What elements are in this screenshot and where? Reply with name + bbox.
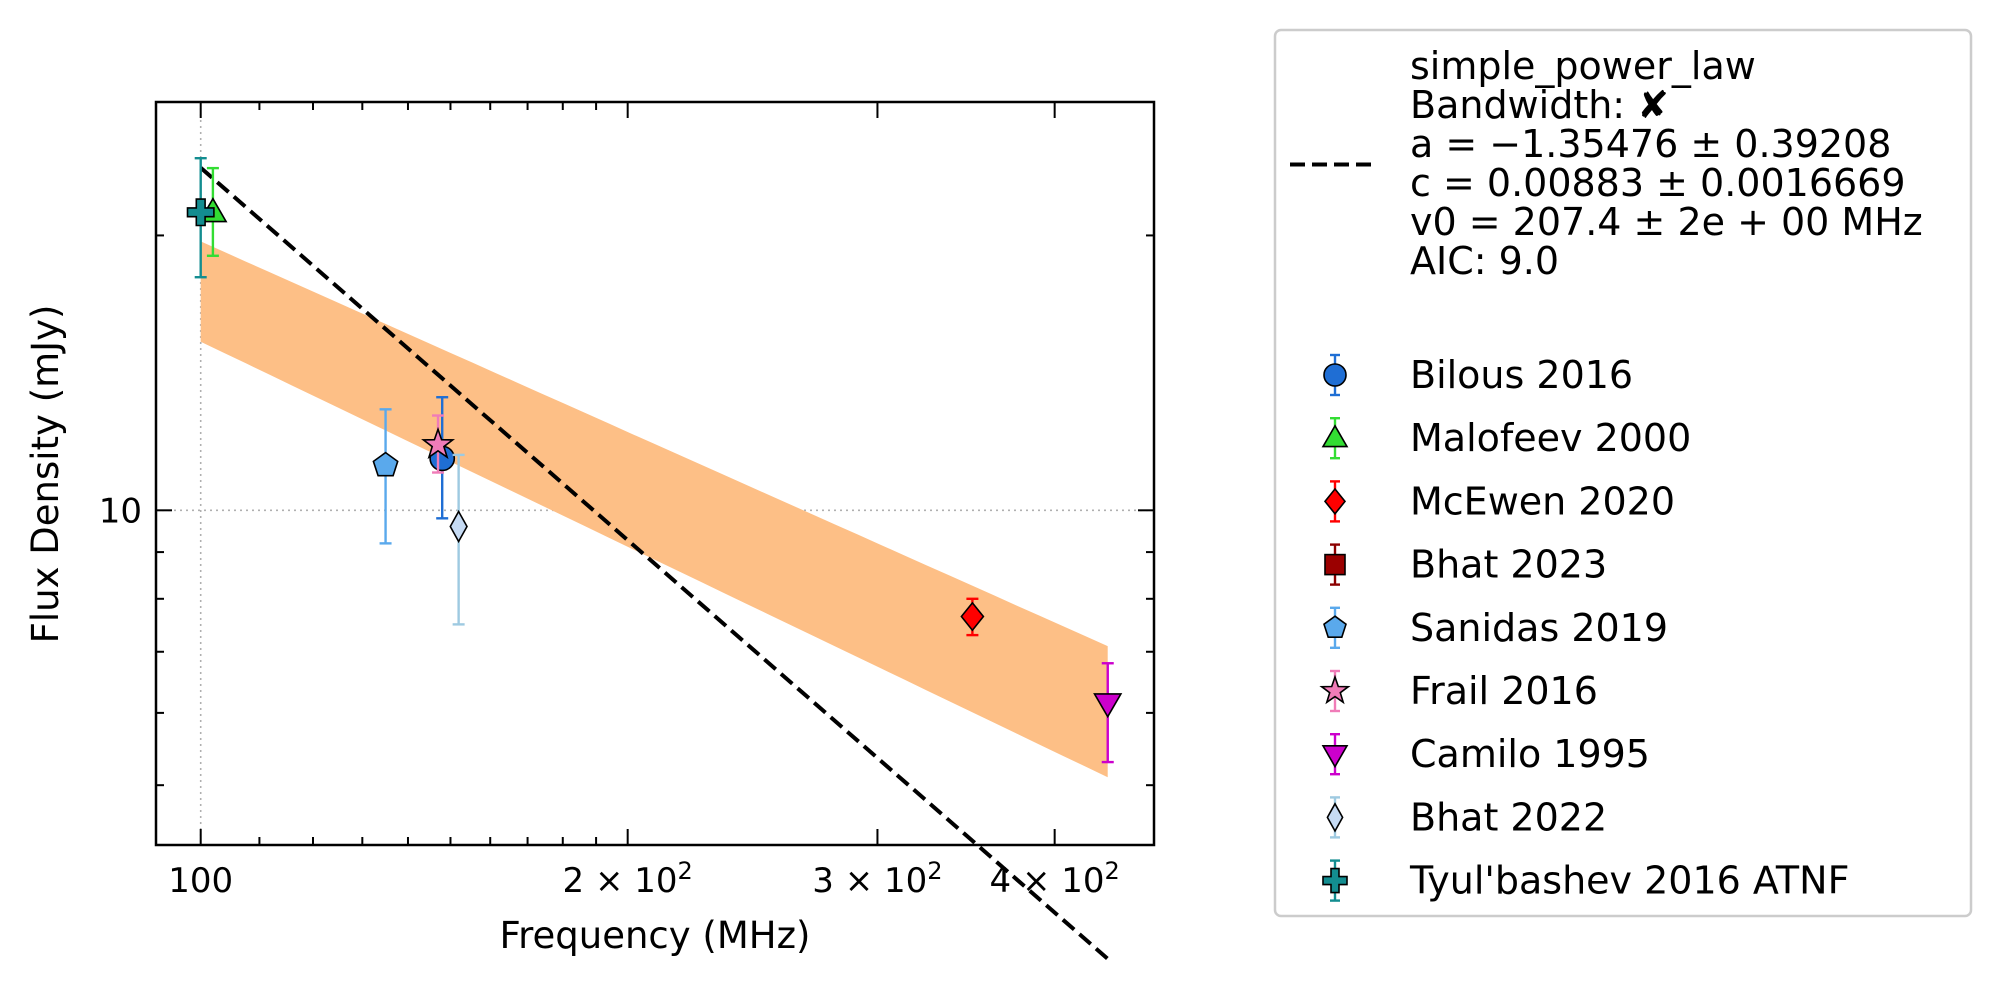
legend-entry-tyul-bashev-2016-atnf: Tyul'bashev 2016 ATNF xyxy=(1322,859,1849,903)
legend-marker-mcewen-2020 xyxy=(1323,487,1347,516)
x-axis-title: Frequency (MHz) xyxy=(500,914,811,957)
marker-mcewen-2020 xyxy=(960,601,985,632)
marker-tyul-bashev-2016-atnf xyxy=(186,198,215,227)
point-mcewen-2020 xyxy=(960,597,985,637)
legend-marker-malofeev-2000 xyxy=(1321,424,1349,448)
legend-marker-camilo-1995 xyxy=(1321,744,1349,769)
x-tick-label: 2 × 102 xyxy=(563,857,693,901)
data-points xyxy=(186,157,1123,764)
legend-marker-tyul-bashev-2016-atnf xyxy=(1322,867,1348,894)
legend-entry-frail-2016: Frail 2016 xyxy=(1319,669,1598,713)
point-camilo-1995 xyxy=(1093,662,1123,764)
point-frail-2016 xyxy=(421,414,456,474)
fit-band-area xyxy=(200,241,1108,778)
legend-marker-sanidas-2019 xyxy=(1323,615,1347,639)
marker-sanidas-2019 xyxy=(372,451,399,477)
point-tyul-bashev-2016-atnf xyxy=(186,157,215,279)
legend-marker-frail-2016 xyxy=(1319,674,1351,705)
legend-label-mcewen-2020: McEwen 2020 xyxy=(1410,479,1675,523)
legend-label-bhat-2022: Bhat 2022 xyxy=(1410,795,1607,839)
marker-bhat-2022 xyxy=(449,509,468,544)
fit-line-path xyxy=(199,166,1110,961)
x-tick-label: 3 × 102 xyxy=(812,857,942,901)
legend-marker-bhat-2022 xyxy=(1326,802,1344,833)
plot-frame xyxy=(154,100,1156,847)
legend-entry-mcewen-2020: McEwen 2020 xyxy=(1323,479,1675,523)
legend-fit-line: simple_power_law xyxy=(1410,44,1756,88)
fit-line xyxy=(199,166,1110,961)
legend-entry-sanidas-2019: Sanidas 2019 xyxy=(1323,606,1668,650)
point-sanidas-2019 xyxy=(372,408,399,545)
legend-label-frail-2016: Frail 2016 xyxy=(1410,669,1598,713)
legend-marker-bilous-2016 xyxy=(1323,363,1347,387)
y-axis-title: Flux Density (mJy) xyxy=(24,305,67,644)
y-tick-label: 10 xyxy=(99,491,142,531)
marker-frail-2016 xyxy=(421,426,456,460)
legend-entry-camilo-1995: Camilo 1995 xyxy=(1321,732,1650,776)
legend-fit-line: c = 0.00883 ± 0.0016669 xyxy=(1410,161,1906,205)
legend-entry-bilous-2016: Bilous 2016 xyxy=(1323,353,1633,397)
point-bhat-2022 xyxy=(449,453,468,626)
x-tick-label: 4 × 102 xyxy=(990,857,1120,901)
fit-confidence-band xyxy=(200,241,1108,778)
legend-fit-line: Bandwidth: ✘ xyxy=(1410,83,1669,127)
legend-entry-bhat-2022: Bhat 2022 xyxy=(1326,795,1607,839)
legend-marker-bhat-2023 xyxy=(1324,553,1346,576)
legend-entry-malofeev-2000: Malofeev 2000 xyxy=(1321,416,1691,460)
x-tick-label: 100 xyxy=(168,861,233,901)
marker-camilo-1995 xyxy=(1093,693,1123,719)
legend-fit-line: v0 = 207.4 ± 2e + 00 MHz xyxy=(1410,200,1923,244)
axis-ticks: 100 2 × 102 3 × 102 4 × 102 10 xyxy=(99,102,1154,901)
legend-label-sanidas-2019: Sanidas 2019 xyxy=(1410,606,1668,650)
legend-box xyxy=(1273,28,1973,918)
legend-label-bhat-2023: Bhat 2023 xyxy=(1410,543,1607,587)
legend-entry-bhat-2023: Bhat 2023 xyxy=(1324,543,1607,587)
legend-label-camilo-1995: Camilo 1995 xyxy=(1410,732,1650,776)
legend-fit-line: AIC: 9.0 xyxy=(1410,239,1559,283)
legend-fit-line: a = −1.35476 ± 0.39208 xyxy=(1410,122,1891,166)
legend-label-malofeev-2000: Malofeev 2000 xyxy=(1410,416,1691,460)
legend-label-bilous-2016: Bilous 2016 xyxy=(1410,353,1633,397)
legend-label-tyul-bashev-2016-atnf: Tyul'bashev 2016 ATNF xyxy=(1409,859,1849,903)
